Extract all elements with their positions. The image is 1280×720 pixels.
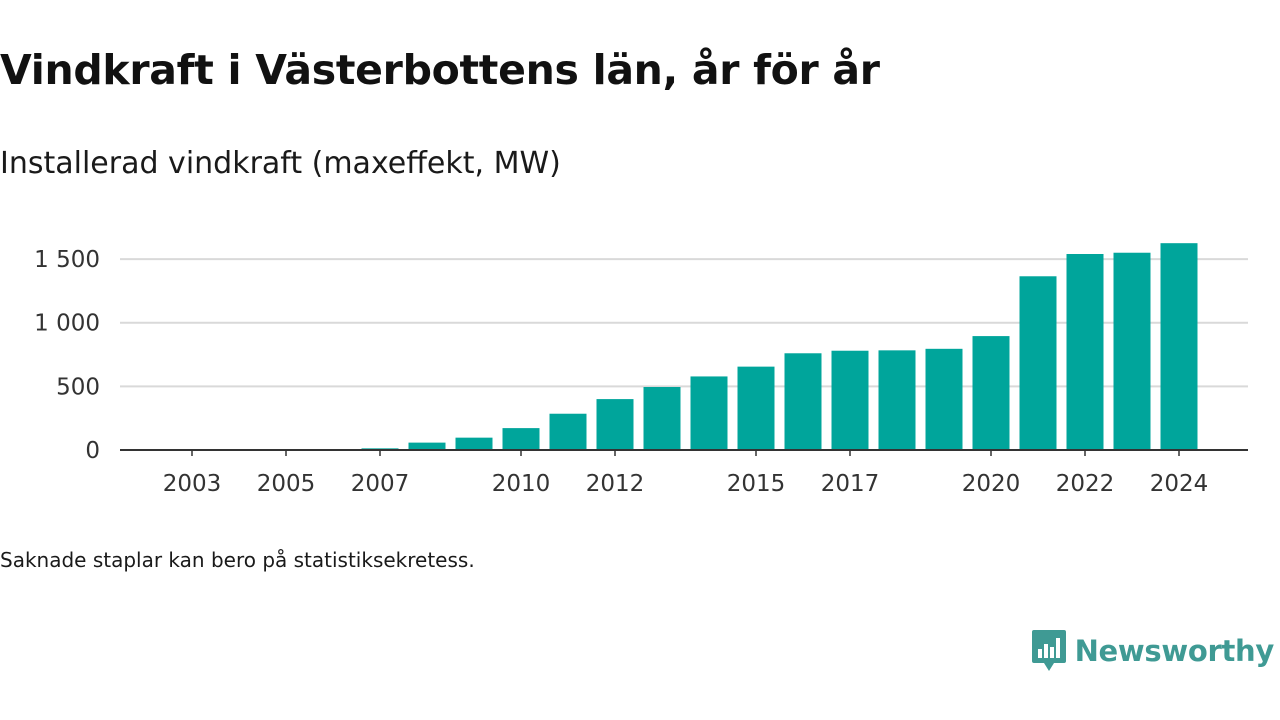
bar-2022 xyxy=(1066,254,1104,450)
x-tick-label: 2012 xyxy=(586,471,645,497)
bar-2020 xyxy=(972,336,1010,450)
bar-chart: 2003 2005 2007 2010 2012 2015 2017 2020 2022 2024… xyxy=(34,243,1248,497)
bar-2009 xyxy=(455,437,493,450)
bar-2017 xyxy=(831,350,869,450)
y-tick-label: 1 500 xyxy=(34,247,100,273)
bar-2019 xyxy=(925,348,963,450)
bar-2018 xyxy=(878,350,916,450)
x-tick-label: 2024 xyxy=(1150,471,1209,497)
x-tick-label: 2003 xyxy=(163,471,222,497)
x-tick-label: 2022 xyxy=(1056,471,1115,497)
x-tick-label: 2005 xyxy=(257,471,316,497)
bar-2013 xyxy=(643,387,681,450)
x-tick-label: 2015 xyxy=(727,471,786,497)
bar-2012 xyxy=(596,399,634,450)
y-axis-ticks: 0 500 1 000 1 500 xyxy=(34,247,100,464)
bar-2016 xyxy=(784,353,822,450)
chart-subtitle: Installerad vindkraft (maxeffekt, MW) xyxy=(0,146,561,181)
brand-name: Newsworthy xyxy=(1074,634,1275,668)
bar-2021 xyxy=(1019,276,1057,450)
bars xyxy=(173,243,1198,450)
bar-2024 xyxy=(1160,243,1198,450)
bar-2015 xyxy=(737,366,775,450)
y-tick-label: 500 xyxy=(56,374,100,400)
brand-logo: Newsworthy xyxy=(1031,628,1274,674)
footnote: Saknade staplar kan bero på statistiksek… xyxy=(0,548,475,572)
x-tick-label: 2007 xyxy=(351,471,410,497)
gridlines xyxy=(120,258,1248,388)
bar-2023 xyxy=(1113,252,1151,450)
bar-2010 xyxy=(502,428,540,450)
bar-chart-speech-bubble-icon xyxy=(1031,630,1066,671)
bar-2008 xyxy=(408,442,446,450)
bar-2014 xyxy=(690,376,728,450)
x-tick-label: 2010 xyxy=(492,471,551,497)
x-axis-ticks: 2003 2005 2007 2010 2012 2015 2017 2020 2022 2024 xyxy=(163,450,1209,497)
x-tick-label: 2017 xyxy=(821,471,880,497)
chart-title: Vindkraft i Västerbottens län, år för år xyxy=(0,46,880,94)
x-tick-label: 2020 xyxy=(962,471,1021,497)
y-tick-label: 0 xyxy=(85,438,100,464)
y-tick-label: 1 000 xyxy=(34,311,100,337)
bar-2011 xyxy=(549,413,587,450)
